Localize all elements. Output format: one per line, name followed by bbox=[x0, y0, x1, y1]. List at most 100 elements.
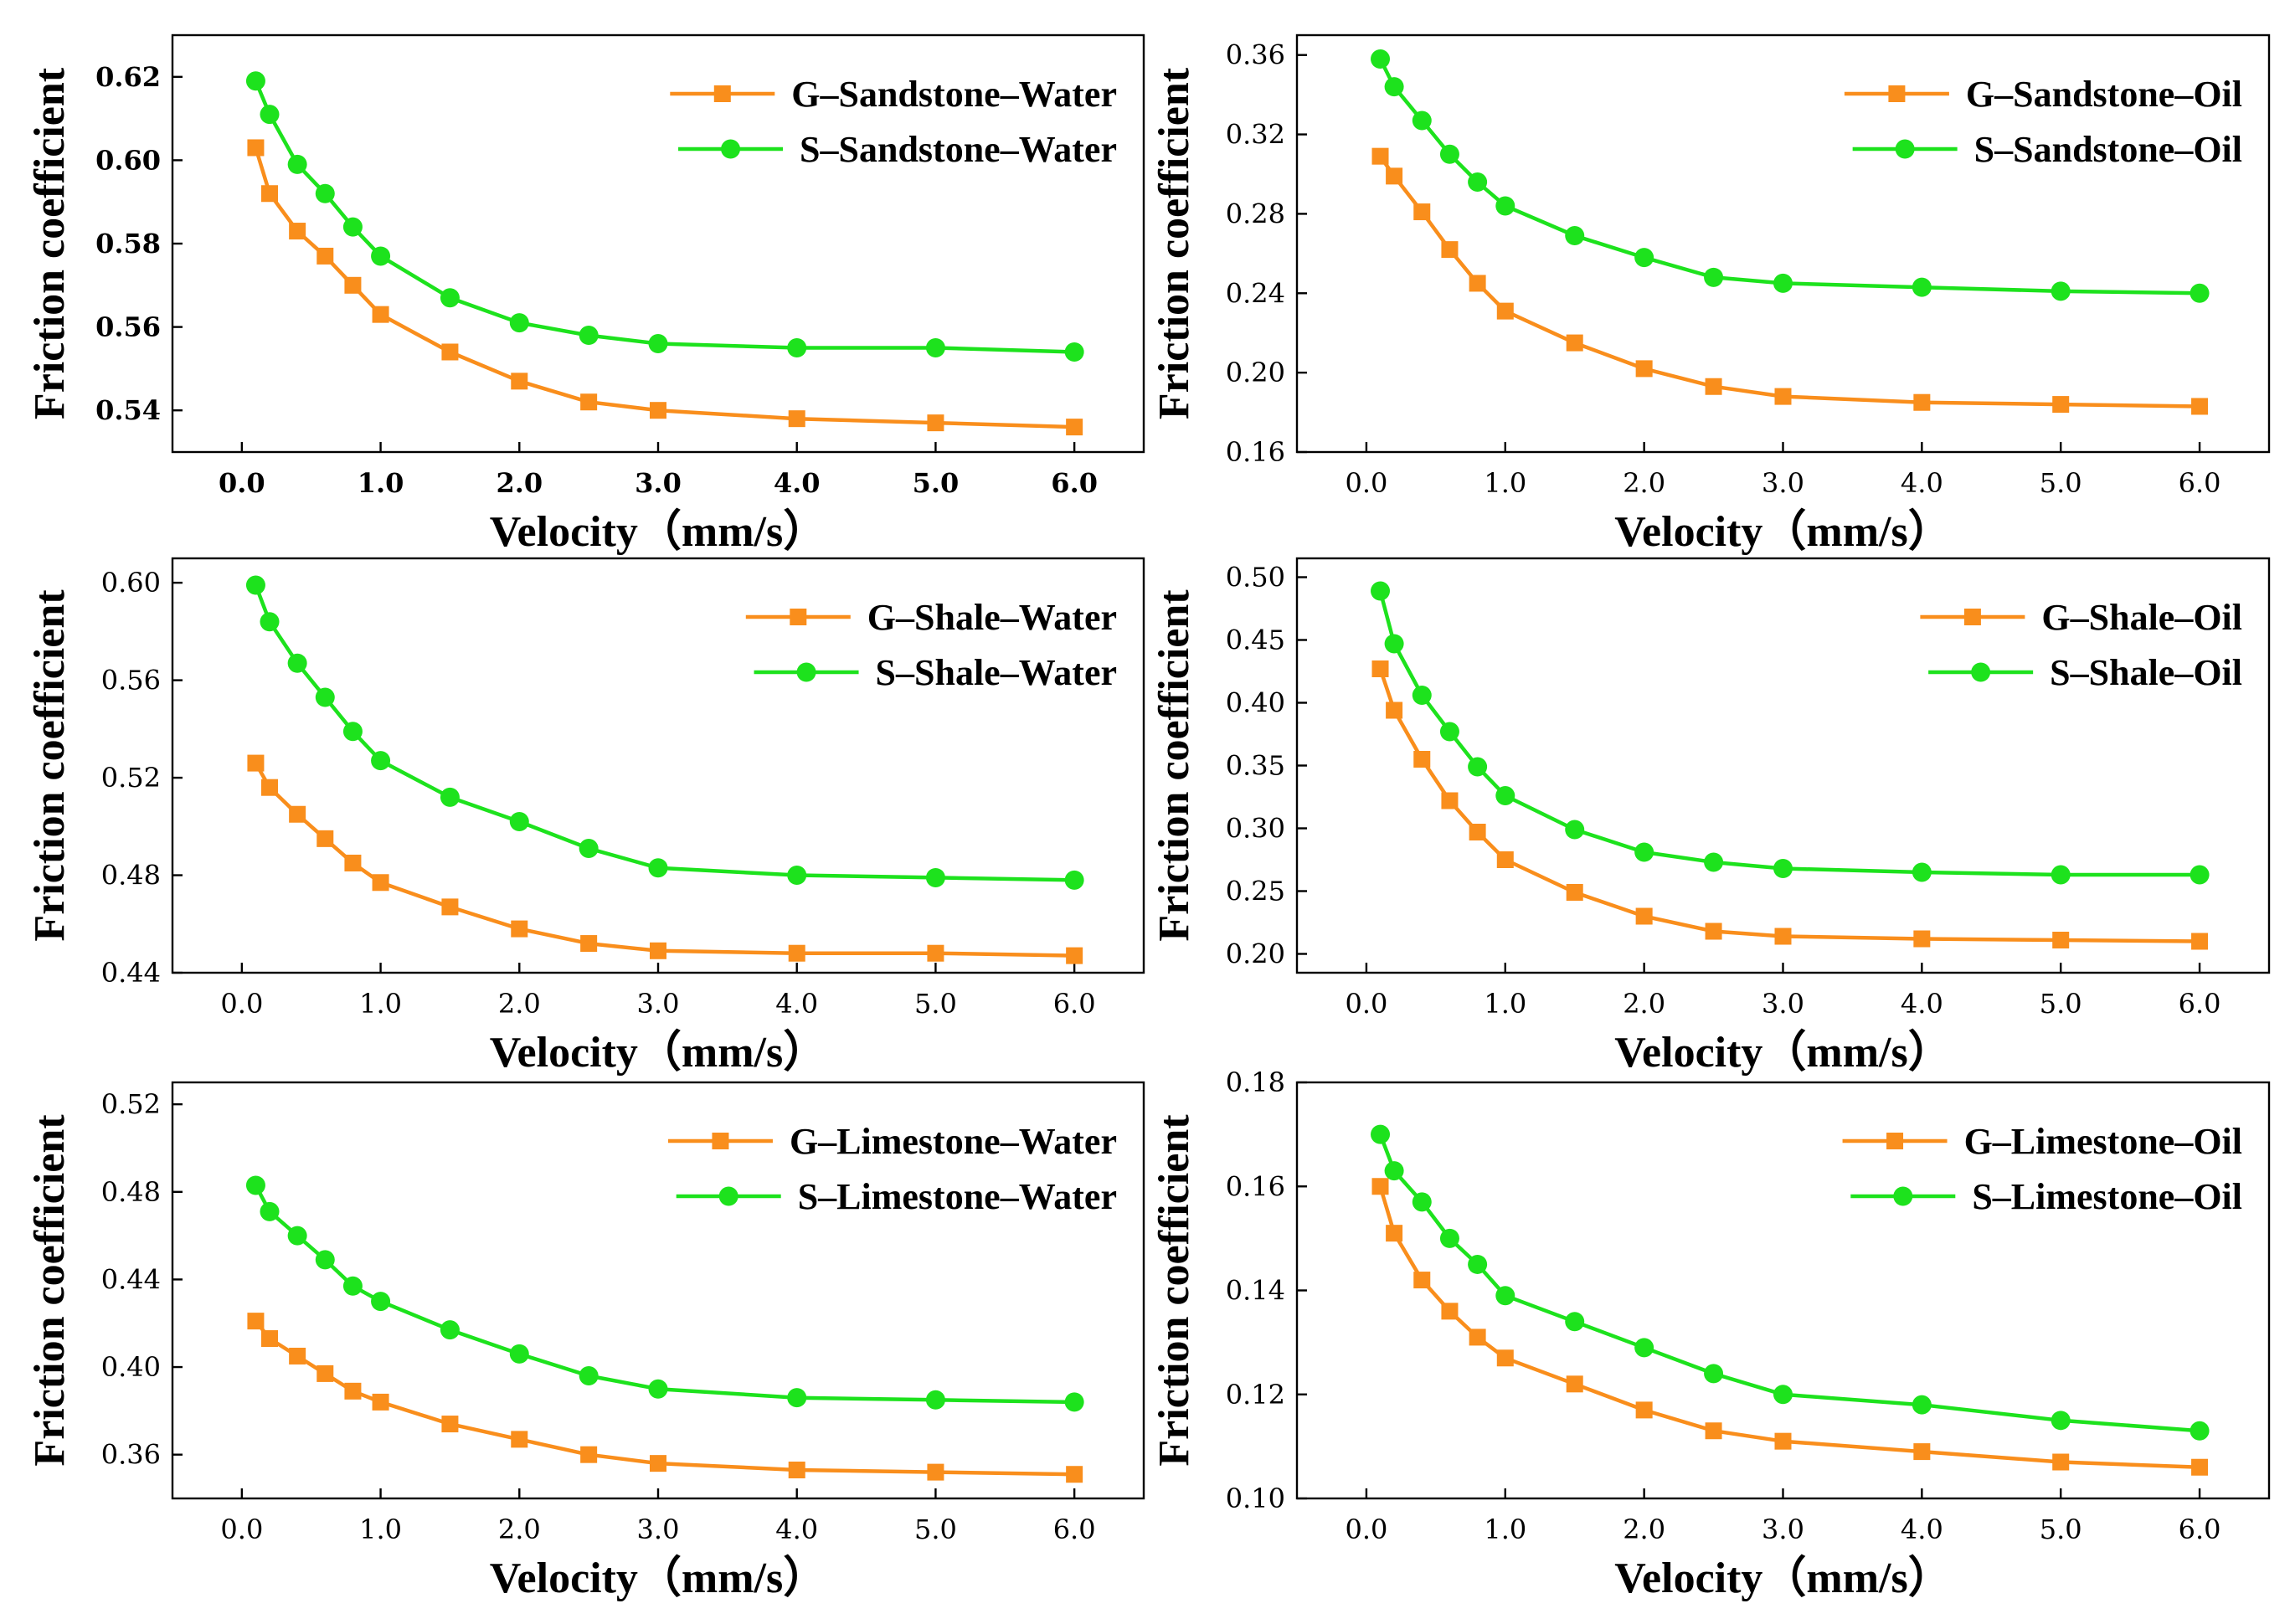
x-tick-label: 3.0 bbox=[637, 988, 680, 1020]
x-tick-label: 3.0 bbox=[1762, 467, 1804, 499]
data-point-circle bbox=[1565, 226, 1585, 246]
data-point-circle bbox=[579, 1366, 599, 1386]
data-point-circle bbox=[1773, 1385, 1793, 1405]
data-point-circle bbox=[371, 1292, 391, 1312]
series-g bbox=[247, 1313, 1083, 1483]
y-tick-label: 0.20 bbox=[1226, 938, 1285, 970]
legend-label: S–Sandstone–Water bbox=[800, 129, 1117, 170]
data-point-square bbox=[1371, 147, 1389, 165]
y-tick-label: 0.18 bbox=[1226, 1066, 1285, 1098]
y-tick-label: 0.44 bbox=[101, 1263, 161, 1295]
data-point-square bbox=[1386, 702, 1403, 719]
legend-entry: S–Sandstone–Oil bbox=[1852, 129, 2242, 170]
data-point-circle bbox=[371, 246, 391, 266]
legend-entry: G–Shale–Water bbox=[745, 597, 1117, 638]
data-point-square bbox=[580, 935, 598, 953]
y-tick-label: 0.52 bbox=[101, 1088, 161, 1120]
data-point-circle bbox=[1565, 820, 1585, 840]
x-tick-label: 6.0 bbox=[2179, 1514, 2221, 1545]
legend-marker-square bbox=[1963, 609, 1981, 625]
chart-panel-1: 0.0 1.0 2.0 3.0 4.0 5.0 6.0 0.54 0.56 0.58 0.60 0.6… bbox=[26, 33, 1145, 556]
legend-label: G–Limestone–Oil bbox=[1964, 1121, 2242, 1162]
data-point-circle bbox=[1371, 581, 1391, 601]
data-point-circle bbox=[1468, 172, 1488, 192]
y-tick-label: 0.52 bbox=[101, 762, 161, 794]
data-point-square bbox=[316, 1364, 334, 1382]
data-point-square bbox=[344, 276, 362, 294]
data-point-square bbox=[247, 139, 265, 157]
data-point-square bbox=[441, 898, 459, 916]
data-point-square bbox=[316, 247, 334, 265]
series-line bbox=[254, 762, 1075, 958]
data-point-square bbox=[1635, 360, 1653, 378]
data-point-square bbox=[1705, 1422, 1722, 1440]
legend-entry: G–Limestone–Water bbox=[667, 1121, 1117, 1162]
data-point-circle bbox=[2190, 283, 2210, 303]
legend-entry: G–Limestone–Oil bbox=[1842, 1121, 2242, 1162]
x-tick-label: 0.0 bbox=[1345, 988, 1387, 1020]
data-point-square bbox=[580, 1446, 598, 1463]
x-tick-label: 3.0 bbox=[1762, 1514, 1804, 1545]
data-point-square bbox=[2052, 932, 2070, 948]
x-tick-label: 5.0 bbox=[2040, 1514, 2082, 1545]
legend-marker-square bbox=[713, 85, 731, 102]
y-tick-label: 0.48 bbox=[101, 1176, 161, 1208]
legend-marker-circle bbox=[718, 1186, 738, 1206]
x-tick-label: 5.0 bbox=[913, 467, 960, 499]
y-tick-label: 0.16 bbox=[1226, 436, 1285, 468]
y-tick-label: 0.56 bbox=[95, 311, 161, 343]
data-point-square bbox=[1566, 1375, 1583, 1393]
data-point-square bbox=[1913, 1443, 1931, 1461]
data-point-square bbox=[927, 1463, 944, 1481]
data-point-circle bbox=[287, 653, 307, 673]
x-tick-label: 5.0 bbox=[2040, 988, 2082, 1020]
data-point-square bbox=[2191, 398, 2209, 415]
legend-label: G–Sandstone–Oil bbox=[1966, 74, 2242, 115]
series-g bbox=[247, 139, 1083, 436]
x-tick-label: 4.0 bbox=[1901, 988, 1943, 1020]
data-point-square bbox=[1635, 1401, 1653, 1419]
x-axis-title: Velocity（mm/s） bbox=[1614, 507, 1951, 556]
data-point-square bbox=[344, 1382, 362, 1400]
y-tick-label: 0.40 bbox=[1226, 687, 1285, 719]
data-point-circle bbox=[1439, 144, 1459, 164]
y-tick-label: 0.16 bbox=[1226, 1170, 1285, 1202]
data-point-circle bbox=[315, 1250, 335, 1270]
data-point-circle bbox=[925, 1390, 945, 1410]
x-axis-title: Velocity（mm/s） bbox=[490, 1554, 826, 1602]
data-point-circle bbox=[1371, 49, 1391, 69]
data-point-circle bbox=[342, 217, 363, 237]
legend-label: S–Shale–Oil bbox=[2050, 652, 2242, 693]
series-s bbox=[1371, 581, 2210, 885]
data-point-circle bbox=[1064, 870, 1084, 890]
data-point-square bbox=[1705, 922, 1722, 940]
series-s bbox=[1371, 1124, 2210, 1441]
data-point-square bbox=[2191, 1458, 2209, 1476]
data-point-circle bbox=[1495, 196, 1515, 216]
x-tick-label: 1.0 bbox=[359, 1514, 402, 1545]
y-axis-title: Friction coefficient bbox=[26, 1114, 74, 1467]
data-point-square bbox=[261, 779, 278, 796]
series-g bbox=[1371, 147, 2209, 415]
x-axis-title: Velocity（mm/s） bbox=[1614, 1554, 1951, 1602]
x-tick-label: 5.0 bbox=[914, 1514, 957, 1545]
data-point-circle bbox=[1634, 1338, 1654, 1358]
legend-marker-circle bbox=[1893, 1186, 1913, 1206]
y-tick-label: 0.62 bbox=[95, 61, 161, 93]
data-point-square bbox=[261, 1330, 278, 1348]
x-tick-label: 2.0 bbox=[1623, 467, 1665, 499]
data-point-square bbox=[1496, 302, 1514, 320]
data-point-square bbox=[247, 754, 265, 772]
legend-marker-circle bbox=[1971, 662, 1991, 682]
legend-marker-square bbox=[790, 609, 807, 625]
data-point-square bbox=[372, 306, 389, 323]
x-tick-label: 1.0 bbox=[1484, 467, 1526, 499]
data-point-square bbox=[788, 944, 805, 962]
chart-panel-3: 0.0 1.0 2.0 3.0 4.0 5.0 6.0 0.44 0.48 0.52 0.56 0.6… bbox=[26, 557, 1145, 1077]
x-axis-title: Velocity（mm/s） bbox=[1614, 1028, 1951, 1077]
data-point-square bbox=[441, 343, 459, 361]
data-point-circle bbox=[1912, 862, 1932, 882]
data-point-circle bbox=[1412, 1192, 1432, 1212]
x-tick-label: 1.0 bbox=[1484, 988, 1526, 1020]
data-point-circle bbox=[245, 1175, 265, 1195]
